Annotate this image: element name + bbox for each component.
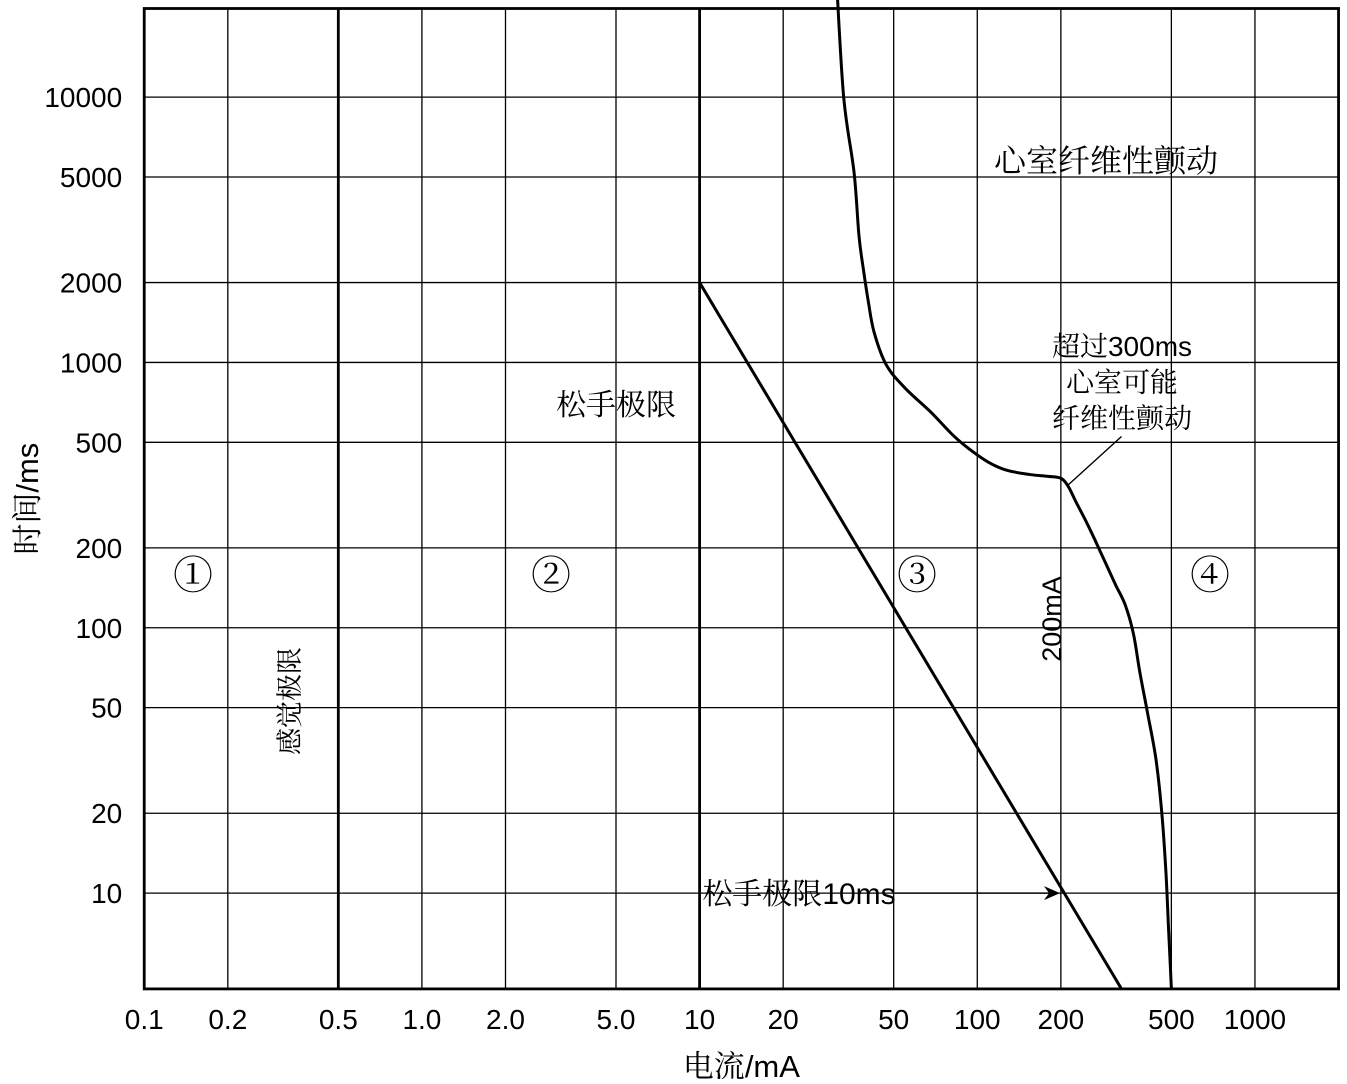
svg-text:③: ③ [897, 544, 937, 601]
svg-text:200: 200 [1038, 1004, 1085, 1035]
svg-text:1.0: 1.0 [402, 1004, 441, 1035]
svg-text:②: ② [531, 544, 571, 601]
svg-text:5000: 5000 [60, 162, 122, 193]
svg-text:50: 50 [878, 1004, 909, 1035]
svg-text:纤维性颤动: 纤维性颤动 [1052, 397, 1192, 437]
svg-text:100: 100 [76, 613, 123, 644]
svg-text:心室可能: 心室可能 [1066, 361, 1178, 401]
svg-text:200mA: 200mA [1037, 576, 1067, 662]
svg-text:1000: 1000 [60, 347, 122, 378]
svg-text:心室纤维性颤动: 心室纤维性颤动 [994, 136, 1218, 182]
svg-text:20: 20 [91, 798, 122, 829]
svg-text:20: 20 [768, 1004, 799, 1035]
svg-text:500: 500 [1148, 1004, 1195, 1035]
svg-text:10: 10 [684, 1004, 715, 1035]
svg-text:5.0: 5.0 [597, 1004, 636, 1035]
svg-text:500: 500 [76, 427, 123, 458]
svg-text:0.1: 0.1 [125, 1004, 164, 1035]
svg-text:50: 50 [91, 693, 122, 724]
svg-text:0.5: 0.5 [319, 1004, 358, 1035]
svg-text:2000: 2000 [60, 268, 122, 299]
svg-text:①: ① [173, 544, 213, 601]
svg-text:200: 200 [76, 533, 123, 564]
svg-text:0.2: 0.2 [208, 1004, 247, 1035]
svg-text:10: 10 [91, 878, 122, 909]
svg-text:松手极限: 松手极限 [556, 380, 676, 424]
svg-text:10000: 10000 [44, 82, 122, 113]
svg-text:超过300ms: 超过300ms [1052, 325, 1192, 365]
svg-text:④: ④ [1190, 544, 1230, 601]
svg-text:感觉极限: 感觉极限 [268, 647, 307, 755]
svg-text:1000: 1000 [1224, 1004, 1286, 1035]
svg-text:100: 100 [954, 1004, 1001, 1035]
svg-text:2.0: 2.0 [486, 1004, 525, 1035]
